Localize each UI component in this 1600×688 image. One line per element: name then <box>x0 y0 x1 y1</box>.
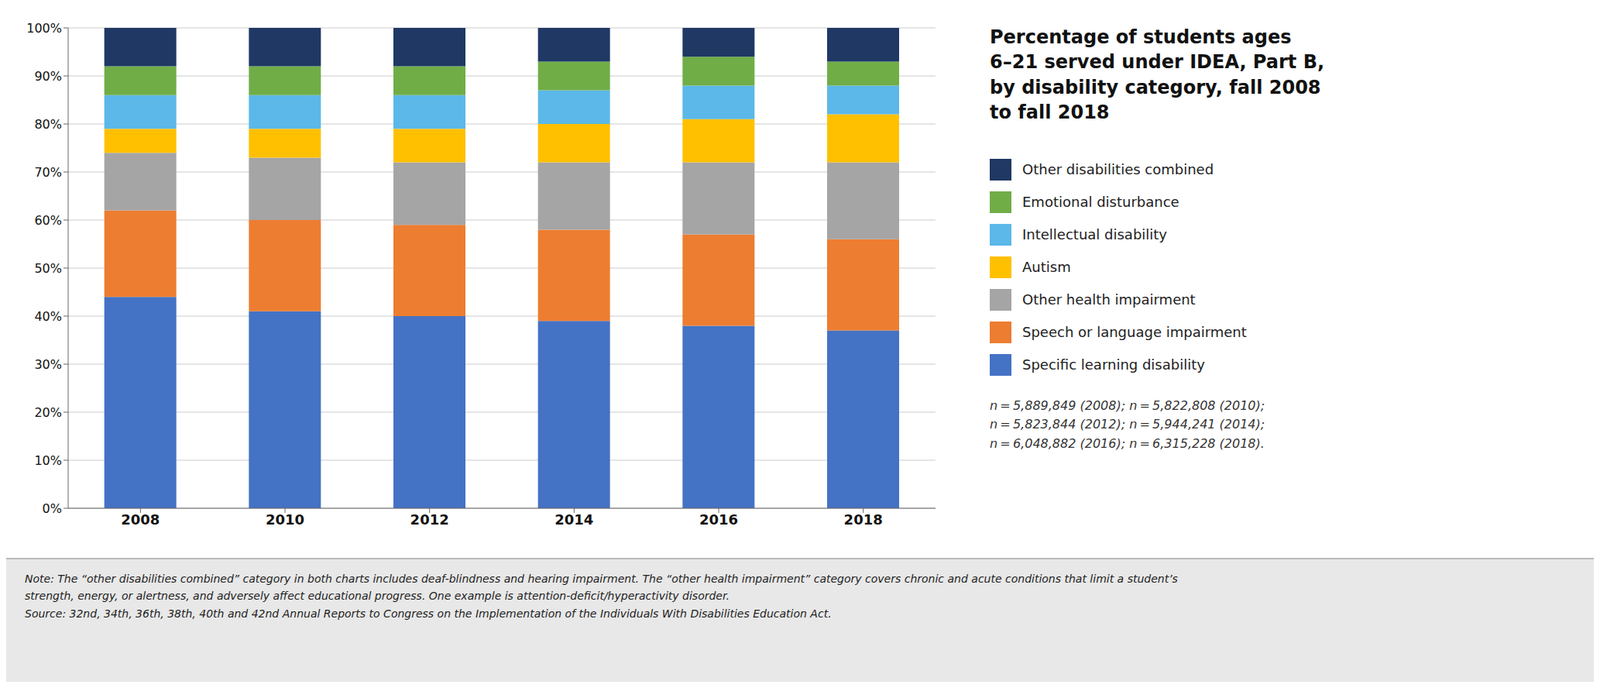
svg-text:90%: 90% <box>34 68 62 84</box>
html-text:n = 5,889,849 (2008); n = 5,82: n = 5,889,849 (2008); n = 5,822,808 (201… <box>989 397 1265 451</box>
html-text:Other disabilities combined: Other disabilities combined <box>1022 161 1214 178</box>
svg-text:2012: 2012 <box>410 511 450 528</box>
svg-text:2010: 2010 <box>265 511 305 528</box>
svg-text:30%: 30% <box>34 357 62 372</box>
svg-text:2014: 2014 <box>554 511 594 528</box>
html-text:Specific learning disability: Specific learning disability <box>1022 356 1205 373</box>
html-text:Speech or language impairment: Speech or language impairment <box>1022 323 1247 341</box>
html-text:Autism: Autism <box>1022 258 1071 276</box>
svg-text:70%: 70% <box>34 164 62 180</box>
html-text:Percentage of students ages 6–: Percentage of students ages 6–21 served … <box>989 26 1325 124</box>
svg-text:40%: 40% <box>34 309 62 324</box>
html-text:Other health impairment: Other health impairment <box>1022 291 1196 308</box>
svg-text:10%: 10% <box>34 453 62 468</box>
svg-text:20%: 20% <box>34 405 62 420</box>
svg-text:2018: 2018 <box>844 511 883 528</box>
html-text:Emotional disturbance: Emotional disturbance <box>1022 193 1180 210</box>
svg-text:50%: 50% <box>34 260 62 276</box>
html-text:Note: The “other disabilities: Note: The “other disabilities combined” … <box>24 572 1178 620</box>
svg-text:2008: 2008 <box>120 511 160 528</box>
html-text:Intellectual disability: Intellectual disability <box>1022 226 1168 243</box>
svg-text:100%: 100% <box>26 20 62 36</box>
svg-text:60%: 60% <box>34 212 62 228</box>
svg-text:2016: 2016 <box>699 511 739 528</box>
svg-text:80%: 80% <box>34 116 62 132</box>
svg-text:0%: 0% <box>42 501 62 516</box>
